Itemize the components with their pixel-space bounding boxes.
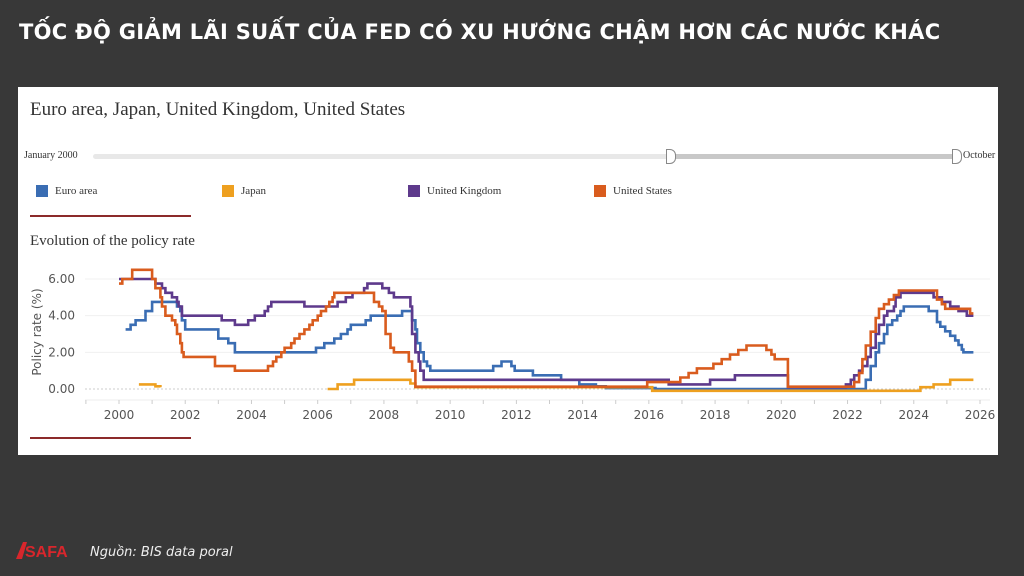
legend-item-euro-area[interactable]: Euro area [36, 185, 97, 197]
x-tick-label: 2004 [236, 408, 267, 422]
x-tick-label: 2010 [435, 408, 466, 422]
divider [30, 215, 191, 217]
svg-text:SAFA: SAFA [25, 544, 68, 561]
legend-item-united-kingdom[interactable]: United Kingdom [408, 185, 501, 197]
x-tick-label: 2020 [766, 408, 797, 422]
slider-start-label: January 2000 [24, 150, 78, 161]
legend-label: Japan [241, 185, 267, 197]
card-title: Euro area, Japan, United Kingdom, United… [30, 99, 406, 120]
policy-rate-chart: 0.00 2.00 4.00 6.00 2000 2002 2004 2006 2008 2010… [30, 268, 996, 422]
x-tick-label: 2018 [700, 408, 731, 422]
range-end-handle[interactable] [952, 149, 962, 164]
legend-swatch [408, 185, 420, 197]
slider-end-label: October [963, 150, 996, 161]
legend-label: United Kingdom [427, 185, 502, 197]
series-line-united-kingdom [119, 277, 974, 389]
y-axis-label: Policy rate (%) [30, 288, 44, 375]
chart-title: Evolution of the policy rate [30, 233, 195, 249]
x-tick-label: 2016 [634, 408, 665, 422]
x-tick-label: 2000 [104, 408, 135, 422]
x-tick-label: 2026 [965, 408, 996, 422]
legend-item-united-states[interactable]: United States [594, 185, 672, 197]
x-tick-label: 2024 [898, 408, 929, 422]
legend-swatch [222, 185, 234, 197]
legend-label: Euro area [55, 185, 98, 197]
x-tick-label: 2008 [369, 408, 400, 422]
y-tick-label: 4.00 [48, 309, 75, 323]
x-tick-label: 2006 [302, 408, 333, 422]
x-tick-label: 2022 [832, 408, 863, 422]
series-line-united-states [119, 268, 974, 388]
date-range-selection[interactable] [671, 154, 958, 159]
source-note: Nguồn: BIS data poral [90, 545, 233, 560]
legend-label: United States [613, 185, 672, 197]
legend-swatch [36, 185, 48, 197]
y-tick-label: 6.00 [48, 272, 75, 286]
x-tick-label: 2002 [170, 408, 201, 422]
y-tick-label: 2.00 [48, 345, 75, 359]
range-start-handle[interactable] [666, 149, 676, 164]
x-tick-label: 2014 [567, 408, 598, 422]
legend-item-japan[interactable]: Japan [222, 185, 266, 197]
y-tick-label: 0.00 [48, 382, 75, 396]
legend-swatch [594, 185, 606, 197]
headline: TỐC ĐỘ GIẢM LÃI SUẤT CỦA FED CÓ XU HƯỚNG… [19, 20, 941, 44]
divider [30, 437, 191, 439]
safa-logo: SAFA [16, 542, 68, 561]
date-range-track[interactable] [93, 154, 958, 159]
x-tick-label: 2012 [501, 408, 532, 422]
chart-card: Euro area, Japan, United Kingdom, United… [18, 87, 998, 455]
series-line-euro-area [125, 300, 974, 391]
